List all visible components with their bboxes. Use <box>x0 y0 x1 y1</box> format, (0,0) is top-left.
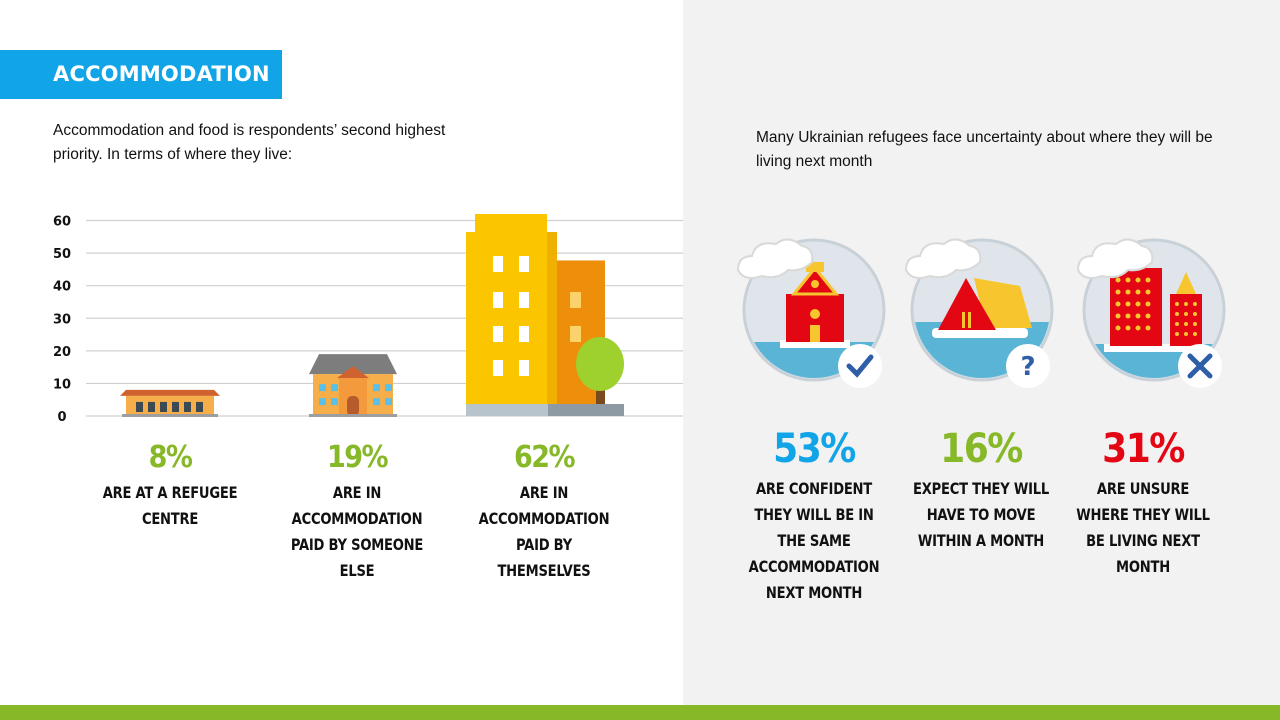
y-tick-label: 10 <box>53 377 71 392</box>
section-title: ACCOMMODATION <box>0 50 282 99</box>
stat-value: 31% <box>1102 426 1185 472</box>
y-tick-label: 30 <box>53 312 71 327</box>
stat-label: ARE UNSURE WHERE THEY WILL BE LIVING NEX… <box>1076 479 1210 576</box>
y-tick-label: 20 <box>53 345 71 360</box>
bar-category-label: ARE IN ACCOMMODATION PAID BY THEMSELVES <box>478 483 610 580</box>
bottom-accent-bar <box>0 705 1280 720</box>
y-tick-label: 60 <box>53 215 71 230</box>
svg-text:?: ? <box>1020 352 1035 382</box>
bar-refugee-centre <box>120 389 220 417</box>
house-check-icon <box>736 238 886 388</box>
uncertainty-intro-text: Many Ukrainian refugees face uncertainty… <box>756 129 1213 170</box>
bar-category-label: ARE IN ACCOMMODATION PAID BY SOMEONE ELS… <box>290 483 424 580</box>
bar-apartment-tower <box>466 214 624 416</box>
bar-house <box>309 354 397 417</box>
accommodation-chart: 0 10 20 30 40 50 60 <box>53 214 683 425</box>
y-tick-label: 50 <box>53 247 71 262</box>
stat-value: 16% <box>940 426 1023 472</box>
y-tick-label: 40 <box>53 280 71 295</box>
bar-value-label: 8% <box>148 440 193 475</box>
stat-label: ARE CONFIDENT THEY WILL BE IN THE SAME A… <box>748 479 880 602</box>
tent-question-icon: ? <box>904 238 1054 388</box>
intro-text: Accommodation and food is respondents’ s… <box>53 122 446 163</box>
stat-label: EXPECT THEY WILL HAVE TO MOVE WITHIN A M… <box>913 479 1049 550</box>
city-cross-icon <box>1076 238 1226 388</box>
stat-value: 53% <box>773 426 856 472</box>
bar-value-label: 19% <box>326 440 389 475</box>
y-tick-label: 0 <box>57 410 66 425</box>
bar-category-label: ARE AT A REFUGEE CENTRE <box>102 483 238 528</box>
bar-value-label: 62% <box>513 440 576 475</box>
